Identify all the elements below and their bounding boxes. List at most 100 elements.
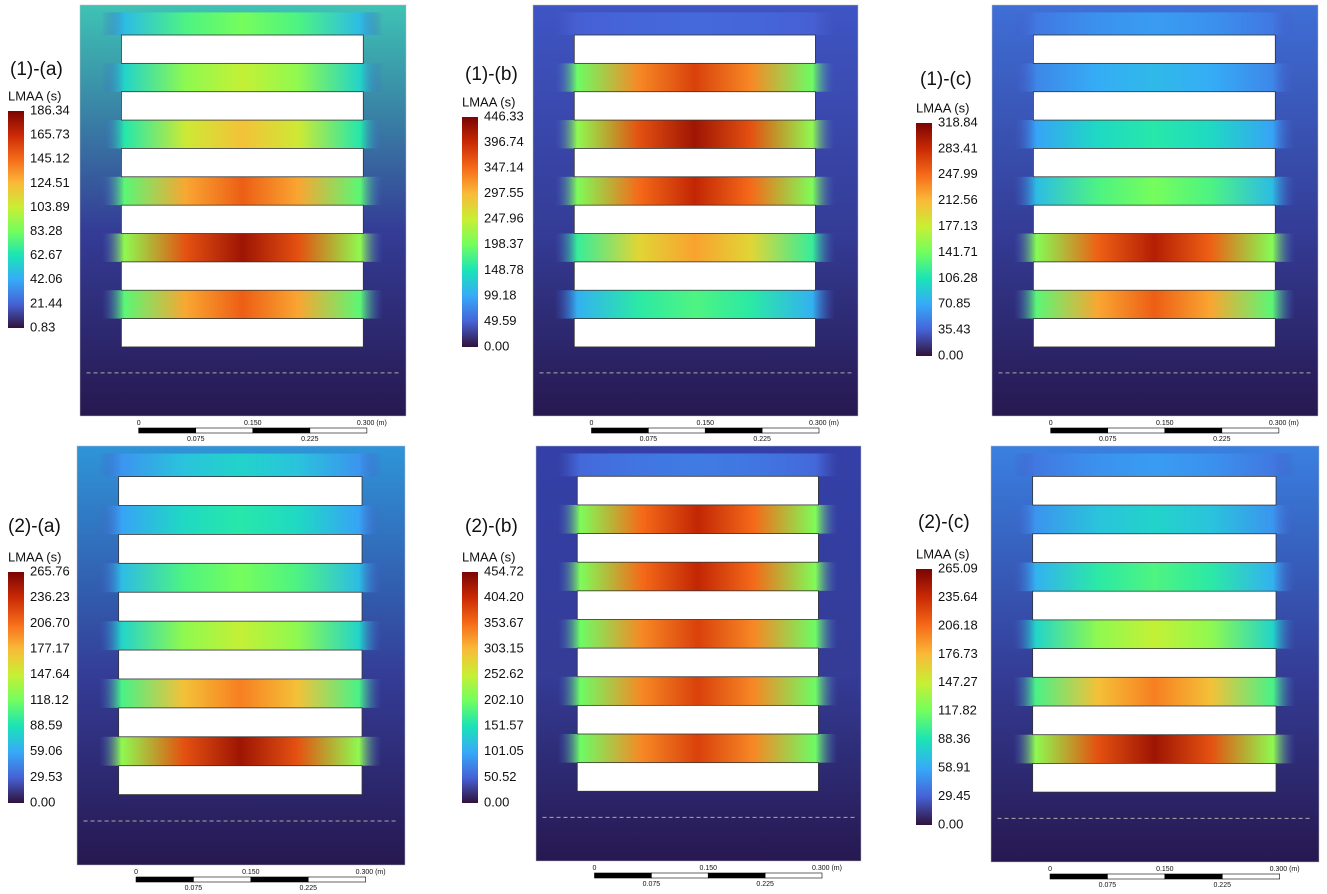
colorbar-tick-label: 0.00 (30, 794, 55, 809)
colorbar-tick-label: 176.73 (938, 646, 978, 661)
scale-segment (648, 427, 706, 434)
contour-band (554, 63, 835, 92)
contour-band (98, 563, 382, 593)
colorbar-tick-label: 247.99 (938, 166, 978, 181)
panel: (1)-(a) LMAA (s)186.34 165.73 145.12 124.51 1… (8, 4, 407, 443)
slab (573, 318, 816, 348)
colorbar-tick-label: 353.67 (484, 615, 524, 630)
colorbar-tick-label: 212.56 (938, 192, 978, 207)
contour-band (101, 63, 383, 92)
contour-band (554, 233, 835, 262)
colorbar-tick-label: 396.74 (484, 134, 524, 149)
contour-band (1013, 233, 1295, 262)
colorbar-tick-label: 236.23 (30, 589, 70, 604)
scale-segment (1164, 427, 1223, 434)
scale-segment (761, 427, 820, 434)
contour-band (557, 562, 838, 591)
colorbar-tick-label: 247.96 (484, 211, 524, 226)
scale-label: 0.225 (1213, 882, 1231, 889)
colorbar-tick-label: 118.12 (30, 692, 69, 707)
scale-label: 0.150 (242, 869, 260, 876)
scale-segment (307, 876, 366, 883)
colorbar (916, 123, 932, 356)
scale-segment (1049, 873, 1108, 880)
colorbar-tick-label: 151.57 (484, 717, 524, 732)
colorbar-tick-label: 141.71 (938, 244, 978, 259)
scale-segment (764, 872, 823, 879)
slab (118, 534, 363, 564)
colorbar-tick-label: 165.73 (30, 127, 70, 142)
slab (1033, 261, 1276, 291)
slab (121, 204, 364, 234)
colorbar-tick-label: 0.00 (484, 794, 509, 809)
contour-band (1012, 734, 1296, 764)
colorbar-title: LMAA (s) (916, 100, 969, 115)
slab (1032, 763, 1277, 793)
slab (1032, 705, 1277, 736)
colorbar-tick-label: 206.18 (938, 617, 978, 632)
colorbar-tick-label: 50.52 (484, 769, 517, 784)
contour-band (1013, 63, 1295, 92)
slab (573, 148, 816, 178)
scale-label: 0 (134, 869, 138, 876)
contour-band (98, 505, 382, 535)
contour-band (98, 736, 382, 766)
scale-label: 0.225 (301, 436, 319, 443)
panel: (2)-(a) LMAA (s)265.76 236.23 206.70 177.17 1… (8, 445, 406, 892)
contour-band (101, 233, 383, 262)
colorbar (916, 569, 932, 825)
colorbar (8, 572, 24, 803)
colorbar-tick-label: 0.00 (938, 816, 963, 831)
colorbar-tick-label: 297.55 (484, 185, 524, 200)
colorbar-tick-label: 88.36 (938, 731, 971, 746)
scale-segment (594, 872, 652, 879)
scale-segment (138, 427, 197, 434)
contour-band (554, 176, 835, 206)
scale-segment (1164, 873, 1223, 880)
scale-label: 0.300 (m) (1270, 866, 1300, 873)
contour-band (101, 120, 383, 149)
scale-label: 0.300 (m) (812, 865, 842, 872)
contour-band (1012, 453, 1296, 477)
scale-label: 0.150 (1156, 866, 1174, 873)
contour-band (557, 619, 838, 649)
contour-band (1013, 290, 1295, 319)
panel-label: (2)-(c) (918, 512, 970, 533)
slab (118, 765, 363, 796)
scale-label: 0.300 (m) (1269, 420, 1299, 427)
slab (576, 647, 819, 678)
slab (573, 261, 816, 291)
contour-band (554, 290, 835, 319)
scale-label: 0.225 (756, 881, 774, 888)
scale-label: 0 (137, 420, 141, 427)
contour-band (554, 120, 835, 149)
colorbar-tick-label: 0.00 (484, 338, 509, 353)
scale-label: 0.300 (m) (357, 420, 387, 427)
slab (1032, 648, 1277, 678)
colorbar-tick-label: 42.06 (30, 271, 63, 286)
colorbar-tick-label: 265.76 (30, 563, 70, 578)
colorbar-tick-label: 202.10 (484, 692, 524, 707)
scale-segment (309, 427, 368, 434)
colorbar-tick-label: 252.62 (484, 666, 524, 681)
slab (1032, 475, 1277, 506)
slab (1033, 318, 1276, 348)
colorbar (462, 572, 478, 803)
colorbar-tick-label: 35.43 (938, 322, 971, 337)
colorbar-tick-label: 303.15 (484, 640, 524, 655)
slab (1033, 204, 1276, 234)
slab (118, 707, 363, 738)
slab (1032, 590, 1277, 621)
contour-band (1013, 120, 1295, 149)
scale-label: 0.150 (1156, 420, 1174, 427)
colorbar-tick-label: 177.13 (938, 218, 978, 233)
scale-label: 0.075 (1099, 436, 1117, 443)
colorbar-title: LMAA (s) (8, 88, 61, 103)
colorbar-tick-label: 49.59 (484, 313, 517, 328)
slab (576, 590, 819, 620)
colorbar-tick-label: 147.27 (938, 674, 978, 689)
scale-segment (252, 427, 311, 434)
scale-label: 0.150 (244, 420, 262, 427)
colorbar-tick-label: 103.89 (30, 199, 70, 214)
